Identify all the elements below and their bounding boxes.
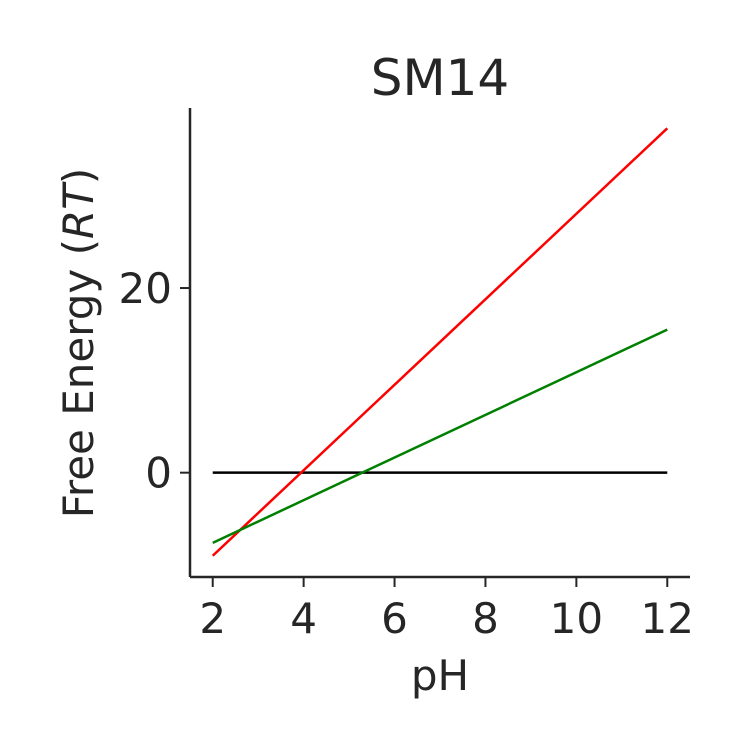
x-tick-label-2: 2 (199, 594, 226, 643)
x-ticks: 2 4 6 8 10 12 (199, 577, 694, 643)
series-layer (211, 127, 669, 557)
y-tick-label-0: 0 (145, 449, 172, 498)
series-line-2 (212, 328, 668, 544)
y-ticks: 0 20 (119, 264, 190, 498)
y-tick-label-20: 20 (119, 264, 172, 313)
x-tick-label-8: 8 (472, 594, 499, 643)
series-line-1 (211, 127, 669, 557)
x-tick-label-6: 6 (381, 594, 408, 643)
x-tick-label-10: 10 (550, 594, 603, 643)
y-axis-label: Free Energy (RT) (54, 168, 103, 519)
y-axis-label-italic: RT (54, 181, 103, 239)
x-axis-label: pH (411, 651, 469, 700)
x-tick-label-12: 12 (641, 594, 694, 643)
x-tick-label-4: 4 (290, 594, 317, 643)
y-axis-label-prefix: Free Energy ( (54, 239, 103, 518)
y-axis-label-suffix: ) (54, 168, 103, 184)
chart-title: SM14 (371, 49, 510, 107)
plot-area: 2 4 6 8 10 12 0 20 (119, 108, 694, 643)
